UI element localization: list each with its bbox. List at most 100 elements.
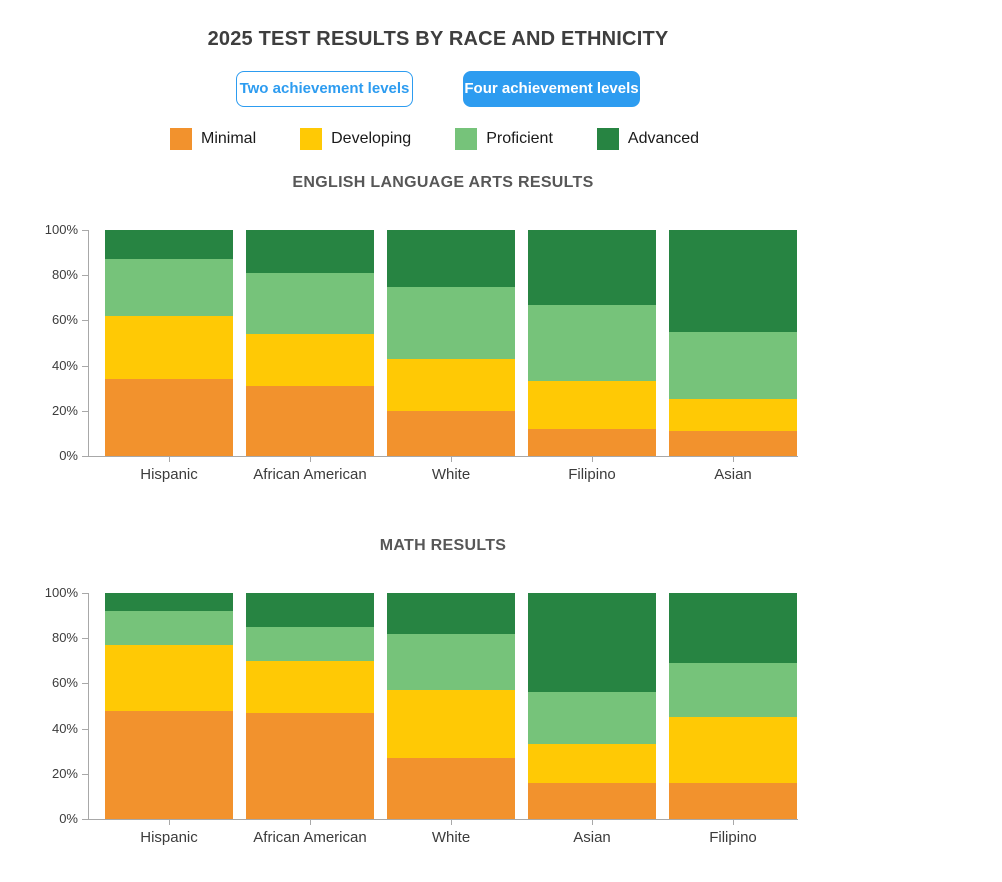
segment-minimal [387,410,515,456]
segment-minimal [246,385,374,456]
advanced-swatch-icon [596,128,619,150]
y-axis-tick: 100% [1,586,89,600]
segment-proficient [387,633,515,691]
segment-proficient [669,331,797,400]
chart-title: ENGLISH LANGUAGE ARTS RESULTS [292,174,594,191]
bar-hispanic [105,593,233,819]
y-axis-tick: 40% [1,721,89,736]
segment-developing [387,358,515,411]
developing-swatch-icon [300,128,323,150]
segment-minimal [669,431,797,456]
bar-white [387,593,515,819]
y-axis-tick: 80% [1,631,89,645]
segment-advanced [105,230,233,260]
legend-item-proficient: Proficient [455,128,553,150]
x-axis-tick [733,456,734,462]
segment-minimal [246,712,374,819]
y-axis-tick: 20% [1,403,89,418]
segment-proficient [105,259,233,316]
legend-item-developing: Developing [300,128,411,150]
segment-developing [669,717,797,783]
y-axis-tick: 0% [1,812,89,826]
segment-minimal [105,710,233,819]
segment-advanced [246,593,374,627]
segment-developing [528,381,656,429]
segment-developing [246,333,374,386]
x-axis-tick [592,819,593,825]
x-axis-tick [451,819,452,825]
segment-advanced [669,230,797,332]
x-axis-tick [310,819,311,825]
x-axis-tick [310,456,311,462]
segment-proficient [246,626,374,661]
segment-developing [246,660,374,713]
chart-title: MATH RESULTS [379,537,507,554]
legend-label: Advanced [627,130,700,147]
segment-proficient [669,663,797,718]
legend-label: Minimal [201,130,257,147]
category-label: African American [253,466,367,483]
legend-item-advanced: Advanced [596,128,700,150]
segment-developing [528,744,656,783]
bar-hispanic [105,230,233,456]
segment-advanced [246,230,374,273]
segment-developing [105,315,233,380]
category-label: Filipino [568,466,616,483]
segment-minimal [387,757,515,819]
achievement-level-toggle: Two achievement levels Four achievement … [0,71,876,107]
y-axis-tick: 100% [1,223,89,237]
bar-african-american [246,230,374,456]
two-levels-button[interactable]: Two achievement levels [236,71,413,107]
bar-asian [528,593,656,819]
math-results-chart: MATH RESULTS 0% 20% 40% 60% 80% 100% Hispanic Af… [0,533,876,863]
segment-advanced [528,230,656,305]
segment-advanced [669,593,797,664]
segment-developing [669,399,797,432]
segment-minimal [669,782,797,819]
segment-proficient [387,286,515,359]
x-axis-tick [592,456,593,462]
bar-filipino [528,230,656,456]
category-label: White [431,829,471,846]
y-axis-tick: 80% [1,268,89,282]
segment-advanced [387,593,515,634]
segment-minimal [105,379,233,456]
x-axis-tick [169,819,170,825]
category-label: Filipino [709,829,757,846]
category-label: Asian [573,829,611,846]
y-axis-tick: 60% [1,676,89,690]
x-axis-tick [733,819,734,825]
bar-asian [669,230,797,456]
segment-developing [105,644,233,711]
segment-proficient [105,611,233,645]
segment-minimal [528,428,656,456]
legend-item-minimal: Minimal [170,128,256,150]
ela-results-chart: ENGLISH LANGUAGE ARTS RESULTS 0% 20% 40% 60%… [0,170,876,500]
x-axis-tick [169,456,170,462]
segment-advanced [528,593,656,693]
minimal-swatch-icon [170,128,192,150]
bar-african-american [246,593,374,819]
segment-proficient [246,272,374,334]
category-label: Hispanic [140,466,198,483]
legend: Minimal Developing Proficient Advanced [170,128,699,150]
proficient-swatch-icon [455,128,478,150]
segment-proficient [528,304,656,382]
chart-widget: 2025 TEST RESULTS BY RACE AND ETHNICITY … [0,28,876,863]
y-axis-tick: 40% [1,358,89,373]
segment-minimal [528,782,656,819]
four-levels-button[interactable]: Four achievement levels [463,71,640,107]
plot-area: 0% 20% 40% 60% 80% 100% Hispanic African Americ… [45,586,798,846]
x-axis-tick [451,456,452,462]
category-label: African American [253,829,367,846]
segment-proficient [528,692,656,745]
page-title: 2025 TEST RESULTS BY RACE AND ETHNICITY [207,28,669,50]
legend-label: Developing [331,130,412,147]
y-axis-tick: 60% [1,313,89,327]
bar-filipino [669,593,797,819]
y-axis-tick: 0% [1,449,89,463]
legend-label: Proficient [486,130,553,147]
segment-advanced [105,593,233,612]
y-axis-tick: 20% [1,766,89,781]
plot-area: 0% 20% 40% 60% 80% 100% Hispanic African Americ… [45,223,798,483]
